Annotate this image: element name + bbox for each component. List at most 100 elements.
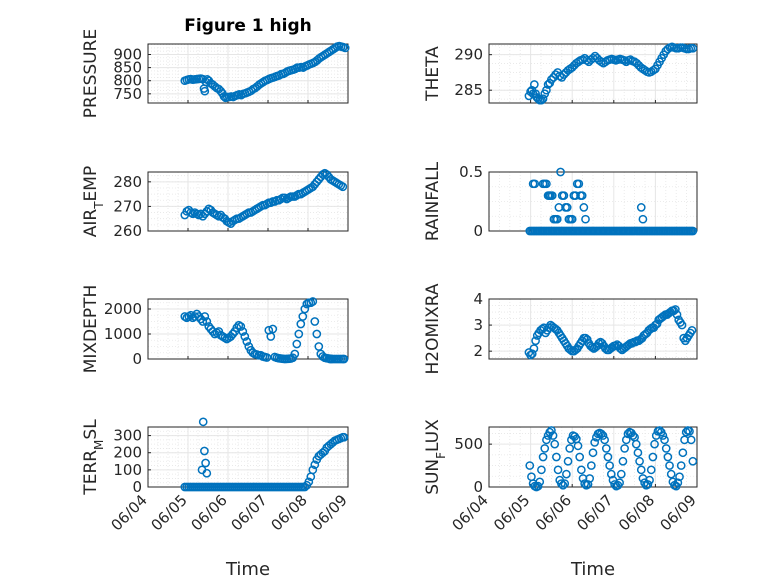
data-point (636, 465, 646, 475)
data-point (542, 435, 551, 445)
data-point (574, 57, 583, 67)
y-tick-label: 285 (454, 81, 483, 99)
y-label-part: H2OMIXRA (423, 283, 443, 374)
data-point (552, 452, 561, 462)
y-tick-label: 300 (113, 427, 142, 445)
data-point (585, 474, 595, 483)
data-point (339, 354, 349, 364)
data-point (621, 57, 631, 67)
x-tick-label: 06/09 (657, 491, 700, 534)
y-tick-label: 0 (132, 478, 142, 496)
data-point (606, 469, 616, 479)
y-axis-label: SUNFLUX (423, 419, 448, 495)
subplot-6: 2 3 4 H2OMIXRA (423, 283, 698, 375)
data-point (562, 469, 571, 479)
y-label-part: TERR (81, 450, 101, 496)
data-point (242, 337, 252, 346)
y-axis-label: MIXDEPTH (81, 285, 101, 374)
data-point (262, 353, 272, 362)
data-point (186, 310, 196, 320)
data-point (292, 339, 302, 349)
x-tick-label: 06/09 (308, 491, 351, 534)
data-point (638, 214, 648, 224)
data-point (633, 448, 643, 458)
data-point (616, 469, 626, 479)
data-point (672, 310, 682, 320)
y-tick-label: 2000 (104, 300, 142, 318)
data-point (635, 456, 644, 466)
data-point (666, 469, 676, 479)
data-point (650, 439, 659, 449)
x-axis-label: Time (225, 559, 270, 580)
y-tick-label: 100 (113, 461, 142, 479)
data-point (542, 85, 551, 95)
y-label-subscript: T (92, 201, 106, 210)
y-axis-label: RAINFALL (423, 161, 443, 241)
data-point (558, 480, 568, 490)
data-point (603, 452, 613, 462)
data-point (582, 335, 592, 344)
data-point (314, 342, 324, 351)
y-axis-label: H2OMIXRA (423, 283, 443, 374)
y-axis-label: PRESSURE (81, 29, 101, 118)
y-label-part: EMP (81, 166, 101, 202)
data-point (538, 94, 548, 104)
y-tick-label: 290 (454, 46, 483, 64)
data-point (310, 317, 320, 326)
data-point (232, 323, 242, 333)
y-tick-label: 0 (132, 350, 142, 368)
data-point (557, 479, 566, 488)
chart-title: Figure 1 high (184, 16, 312, 36)
data-point (605, 461, 614, 470)
data-point (648, 452, 658, 462)
data-point (236, 322, 246, 331)
plot-area (148, 172, 348, 231)
data-point (677, 320, 687, 330)
y-tick-label: 900 (113, 45, 142, 63)
y-axis-label: TERRMSL (81, 419, 106, 496)
data-point (527, 349, 537, 359)
data-point (208, 327, 218, 336)
plot-area (489, 172, 697, 231)
data-point (678, 448, 688, 458)
data-point (238, 327, 248, 336)
data-point (338, 182, 348, 192)
data-point (198, 417, 208, 427)
y-label-part: SUN (423, 459, 443, 495)
y-label-part: RAINFALL (423, 161, 443, 241)
y-label-subscript: F (434, 452, 448, 459)
data-point (563, 456, 573, 466)
axes-box (488, 426, 698, 488)
y-axis-label: AIRTEMP (81, 166, 106, 237)
y-label-part: AIR (81, 209, 101, 238)
data-point (577, 465, 586, 475)
data-point (538, 452, 548, 462)
subplot-2: 285 290 THETA (423, 42, 698, 105)
x-tick-label: 06/04 (449, 491, 492, 534)
data-point (688, 456, 698, 466)
data-point (621, 435, 631, 445)
x-tick-label: 06/08 (615, 491, 658, 534)
data-point (296, 319, 306, 329)
data-point (675, 472, 684, 482)
data-point (615, 478, 624, 488)
data-point (553, 465, 563, 475)
data-point (529, 80, 539, 89)
y-tick-label: 0 (473, 222, 483, 240)
data-point (202, 468, 212, 478)
y-tick-label: 0.5 (459, 163, 483, 181)
data-point (547, 426, 556, 435)
data-point (565, 444, 575, 453)
data-point (643, 480, 653, 489)
data-point (581, 214, 590, 224)
data-point (312, 329, 322, 339)
y-label-part: PRESSURE (81, 29, 101, 118)
data-point (294, 329, 304, 339)
y-tick-label: 800 (113, 72, 142, 90)
x-tick-label: 06/04 (108, 491, 151, 534)
data-point (547, 75, 556, 84)
data-point (326, 354, 336, 364)
